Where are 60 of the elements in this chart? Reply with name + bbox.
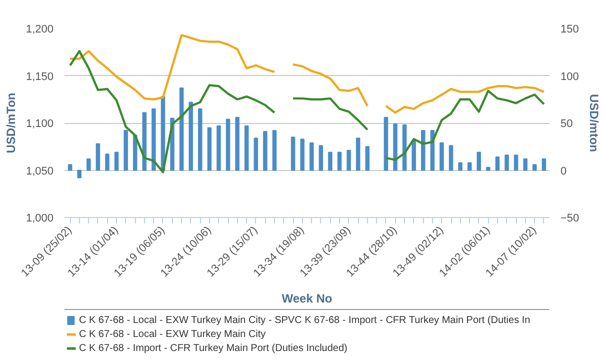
bar: [272, 130, 277, 171]
bar: [514, 154, 518, 171]
bar: [96, 143, 100, 171]
bar: [86, 158, 91, 171]
bar: [263, 131, 268, 171]
bar: [486, 166, 490, 171]
bar: [384, 116, 388, 171]
bar: [542, 158, 546, 171]
y-tick-label: 1,150: [26, 70, 54, 83]
bar: [235, 116, 240, 171]
legend-label: C K 67-68 - Local - EXW Turkey Main City: [78, 329, 266, 340]
y2-tick-label: 0: [560, 165, 567, 178]
bar: [440, 142, 444, 171]
bar: [365, 146, 370, 171]
y-tick-label: 1,100: [26, 118, 54, 130]
bar: [523, 158, 528, 171]
bar: [198, 108, 202, 171]
bar: [318, 145, 324, 171]
bar: [328, 152, 332, 171]
bar: [458, 162, 462, 171]
bar: [476, 152, 482, 171]
bar: [290, 136, 296, 171]
y-tick-label: 1,050: [26, 165, 54, 178]
bar: [532, 164, 537, 171]
y2-axis-title: USD/mton: [587, 94, 602, 152]
bar: [467, 162, 472, 171]
y2-tick-label: 100: [560, 70, 579, 83]
bar: [114, 152, 119, 171]
bar: [179, 88, 184, 171]
y2-tick-label: 150: [560, 24, 579, 36]
legend-label: C K 67-68 - Local - EXW Turkey Main City - SPVC K 67-68 - Import - CFR Turkey Main Port (Duties In: [78, 315, 530, 326]
bar: [68, 164, 72, 171]
bar: [226, 118, 230, 171]
bar: [105, 154, 110, 171]
bar: [254, 138, 258, 171]
x-axis-title: Week No: [282, 292, 332, 306]
y-tick-label: 1,200: [26, 24, 54, 36]
bar: [244, 125, 249, 171]
bar: [421, 130, 426, 171]
bar: [188, 102, 193, 171]
bar: [310, 142, 314, 171]
y2-tick-label: −50: [560, 212, 580, 224]
y-tick-label: 1,000: [26, 212, 54, 224]
bar: [152, 108, 156, 171]
legend-label: C K 67-68 - Import - CFR Turkey Main Port (Duties Included): [78, 343, 348, 354]
bar: [77, 170, 82, 178]
y-axis-title: USD/mTon: [4, 92, 18, 154]
bar: [356, 138, 360, 171]
bar: [207, 127, 212, 171]
bar: [337, 152, 342, 171]
bar: [448, 145, 454, 171]
bar: [216, 125, 221, 171]
bar: [412, 140, 416, 171]
bar: [393, 123, 398, 171]
y2-tick-label: 50: [560, 118, 573, 130]
bar: [300, 138, 304, 171]
bar: [124, 130, 128, 171]
bar: [504, 154, 509, 171]
bar: [495, 156, 500, 171]
bar: [346, 150, 351, 171]
